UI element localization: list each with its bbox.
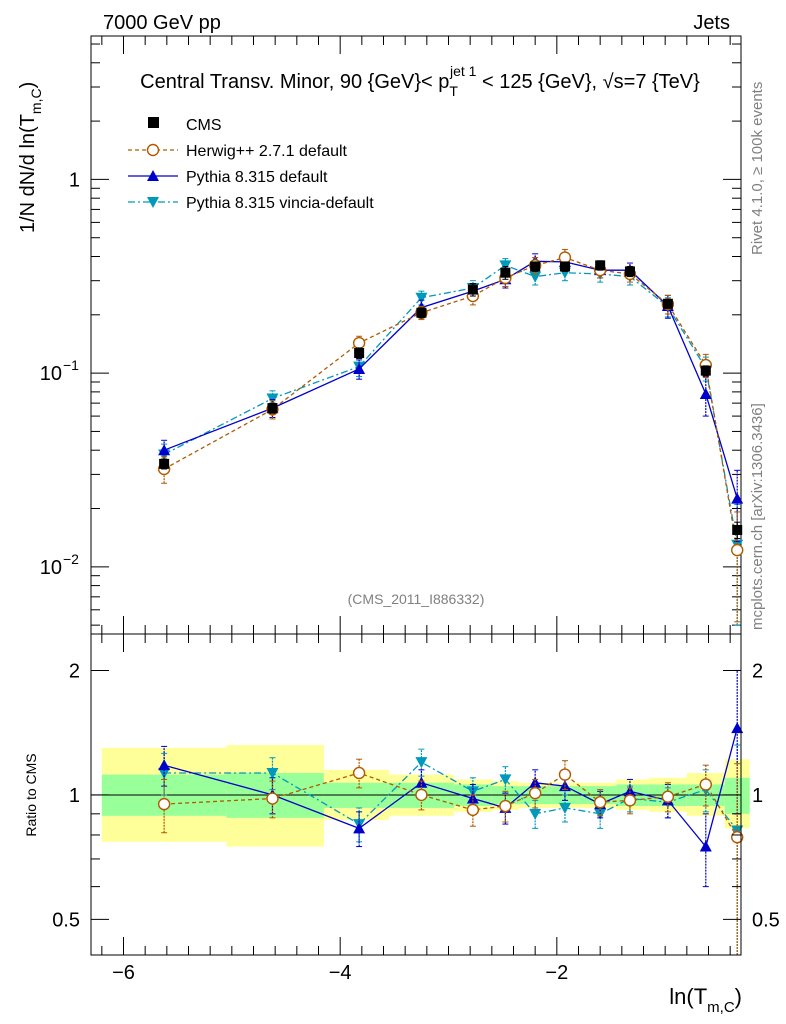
title-sqrt: √ (603, 71, 614, 93)
pythia-marker-main-11 (699, 388, 712, 400)
herwig-marker-ratio-7 (558, 768, 572, 781)
main-ytick-exp-2: −2 (63, 551, 79, 567)
ylabel-sub: m,C (28, 88, 44, 114)
ylabel-post: ) (17, 82, 39, 89)
herwig-marker-ratio-5 (499, 799, 512, 813)
cms-marker-main-9 (624, 266, 635, 277)
cms-marker-main-11 (700, 365, 711, 376)
cms-marker-main-10 (662, 298, 673, 309)
herwig-marker-ratio-11 (699, 778, 712, 791)
title-sub: T (449, 83, 458, 99)
legend-label-pythia: Pythia 8.315 default (186, 169, 328, 186)
main-series-group (157, 248, 744, 626)
legend-label-vincia: Pythia 8.315 vincia-default (186, 195, 374, 212)
analysis-watermark: (CMS_2011_I886332) (348, 591, 485, 607)
herwig-marker-ratio-10 (661, 790, 675, 803)
xlabel-sub: m,C (707, 999, 735, 1016)
legend-label-herwig: Herwig++ 2.7.1 default (186, 143, 348, 160)
main-ytick-label-1: 10 (40, 363, 62, 385)
ratio-ytick-label-left-2: 2 (69, 660, 80, 682)
vincia-marker-ratio-5 (499, 774, 512, 786)
title-sup: jet 1 (449, 63, 477, 79)
ratio-axis-ticks (91, 634, 741, 955)
main-ytick-label-2: 10 (40, 557, 62, 579)
cms-marker-main-0 (159, 458, 170, 469)
main-ytick-exp-1: −1 (63, 357, 79, 373)
header-right: Jets (693, 12, 730, 34)
xlabel-pre: ln(T (669, 984, 707, 1009)
pythia-marker-ratio-12 (731, 722, 744, 734)
herwig-marker-main-2 (352, 336, 366, 350)
cms-marker-main-5 (500, 267, 511, 278)
herwig-marker-main-12 (731, 543, 744, 557)
vincia-marker-ratio-1 (266, 767, 279, 779)
main-ytick-label-0: 1 (69, 169, 80, 191)
mcplots-label: mcplots.cern.ch [arXiv:1306.3436] (749, 403, 766, 630)
rivet-version-label: Rivet 4.1.0, ≥ 100k events (749, 82, 766, 255)
x-tick-labels: −6 −4 −2 (112, 962, 568, 984)
vincia-marker-main-5 (499, 260, 512, 272)
herwig-marker-main-7 (558, 251, 572, 264)
herwig-marker-ratio-2 (352, 766, 366, 780)
cms-marker-main-6 (530, 261, 541, 272)
ratio-series-group (157, 669, 744, 956)
cms-marker-main-8 (595, 260, 606, 271)
vincia-marker-ratio-6 (529, 808, 542, 820)
vincia-marker-ratio-3 (415, 757, 428, 769)
herwig-marker-ratio-1 (266, 792, 279, 805)
legend-marker-herwig (146, 143, 160, 157)
legend-marker-cms (148, 117, 159, 128)
pythia-marker-main-12 (731, 492, 744, 504)
ratio-ytick-label-right-1: 1 (752, 785, 763, 807)
vincia-marker-main-1 (266, 393, 279, 405)
pythia-marker-main-2 (353, 363, 366, 375)
main-vincia-line (163, 264, 738, 545)
chart-title: Central Transv. Minor, 90 {GeV}< pTjet 1… (140, 63, 700, 99)
vincia-marker-ratio-7 (558, 802, 571, 814)
herwig-marker-ratio-6 (528, 786, 542, 800)
herwig-marker-ratio-4 (466, 803, 480, 817)
cms-marker-main-7 (559, 261, 570, 272)
cms-marker-main-4 (467, 284, 478, 295)
x-axis-label: ln(Tm,C) (669, 984, 742, 1016)
main-y-tick-labels: 110−110−2 (40, 169, 80, 578)
herwig-marker-ratio-3 (415, 788, 428, 802)
cms-marker-main-12 (732, 524, 743, 535)
cms-marker-main-1 (267, 403, 278, 414)
title-s: s=7 {TeV} (614, 71, 701, 93)
legend-label-cms: CMS (186, 117, 222, 134)
pythia-marker-ratio-11 (699, 840, 712, 852)
vincia-marker-main-3 (415, 292, 428, 304)
legend: CMS Herwig++ 2.7.1 default Pythia 8.315 … (128, 117, 374, 212)
ratio-ytick-label-right-2: 2 (752, 660, 763, 682)
ratio-ytick-label-left-0: 0.5 (52, 909, 80, 931)
main-y-axis-label: 1/N dN/d ln(Tm,C) (17, 82, 44, 233)
legend-marker-pythia (147, 170, 159, 181)
ratio-tick-labels: 0.5 0.5 1 1 2 2 (52, 660, 780, 931)
xlabel-post: ) (735, 984, 742, 1009)
cms-marker-main-3 (416, 307, 427, 318)
herwig-marker-ratio-0 (157, 797, 171, 811)
title-pre: Central Transv. Minor, 90 {GeV}< p (140, 71, 449, 93)
main-axis-ticks (91, 36, 741, 634)
legend-marker-vincia (147, 197, 159, 208)
ratio-ytick-label-left-1: 1 (69, 785, 80, 807)
main-pythia-line (163, 260, 738, 499)
herwig-marker-ratio-9 (623, 794, 637, 807)
title-post: < 125 {GeV}, (476, 71, 602, 93)
ratio-ytick-label-right-0: 0.5 (752, 909, 780, 931)
x-tick-label-0: −6 (112, 962, 135, 984)
herwig-marker-ratio-8 (593, 796, 607, 809)
pythia-marker-main-0 (158, 444, 171, 456)
main-herwig-line (163, 256, 738, 551)
pythia-marker-ratio-0 (158, 759, 171, 771)
header-left: 7000 GeV pp (103, 12, 221, 34)
ratio-y-axis-label: Ratio to CMS (23, 753, 39, 836)
x-tick-label-1: −4 (329, 962, 352, 984)
pythia-marker-ratio-2 (353, 822, 366, 834)
x-tick-label-2: −2 (545, 962, 568, 984)
cms-marker-main-2 (354, 348, 365, 359)
ylabel-pre: 1/N dN/d ln(T (17, 114, 39, 233)
